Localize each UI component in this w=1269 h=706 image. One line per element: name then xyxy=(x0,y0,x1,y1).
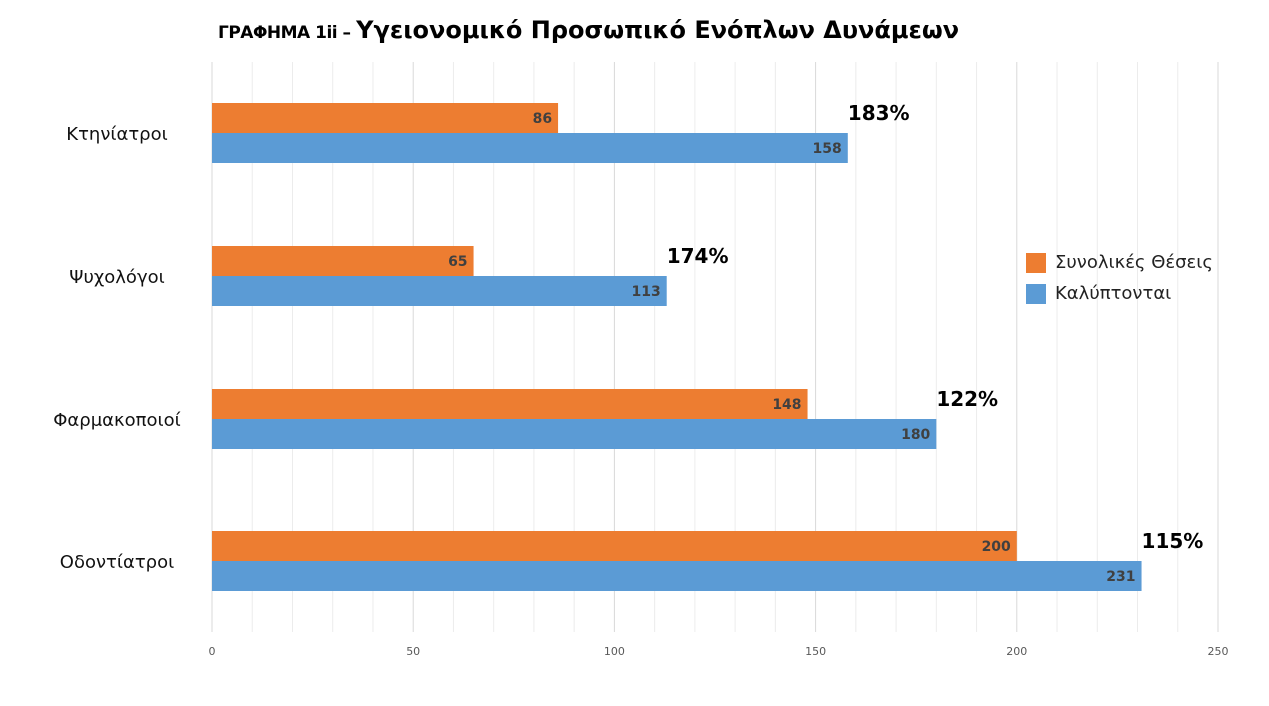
bar-total xyxy=(212,389,808,419)
chart-title-main: Υγειονομικό Προσωπικό Ενόπλων Δυνάμεων xyxy=(356,16,960,44)
x-tick-label: 0 xyxy=(209,645,216,658)
legend-label: Καλύπτονται xyxy=(1055,283,1172,304)
x-tick-label: 250 xyxy=(1208,645,1229,658)
x-tick-label: 200 xyxy=(1006,645,1027,658)
percentage-annotation: 183% xyxy=(848,101,910,125)
category-label: Οδοντίατροι xyxy=(60,552,174,573)
x-tick-label: 150 xyxy=(805,645,826,658)
data-label: 180 xyxy=(901,427,930,443)
category-label: Κτηνίατροι xyxy=(66,124,167,145)
legend: Συνολικές Θέσεις Καλύπτονται xyxy=(1026,247,1213,309)
bar-covered xyxy=(212,276,667,306)
percentage-annotation: 115% xyxy=(1142,529,1204,553)
legend-swatch-orange xyxy=(1026,252,1046,273)
data-label: 200 xyxy=(982,539,1011,555)
data-label: 158 xyxy=(813,141,842,157)
x-tick-label: 100 xyxy=(604,645,625,658)
bar-total xyxy=(212,246,474,276)
category-label: Φαρμακοποιοί xyxy=(53,410,180,431)
chart-title-prefix: ΓΡΑΦΗΜΑ 1ii – xyxy=(218,23,351,43)
bar-total xyxy=(212,103,559,133)
data-label: 148 xyxy=(772,397,801,413)
category-label: Ψυχολόγοι xyxy=(69,267,164,288)
data-label: 231 xyxy=(1106,569,1135,585)
legend-label: Συνολικές Θέσεις xyxy=(1055,252,1213,273)
percentage-annotation: 174% xyxy=(667,244,729,268)
data-label: 86 xyxy=(533,111,552,127)
legend-item-covered: Καλύπτονται xyxy=(1026,278,1213,309)
data-label: 65 xyxy=(448,254,467,270)
bar-covered xyxy=(212,419,937,449)
bar-covered xyxy=(212,133,848,163)
data-label: 113 xyxy=(631,284,660,300)
bar-covered xyxy=(212,561,1142,591)
chart-title: ΓΡΑΦΗΜΑ 1ii – Υγειονομικό Προσωπικό Ενόπ… xyxy=(218,16,959,44)
legend-swatch-blue xyxy=(1026,283,1046,304)
bar-total xyxy=(212,531,1017,561)
percentage-annotation: 122% xyxy=(936,387,998,411)
x-tick-label: 50 xyxy=(406,645,420,658)
legend-item-total: Συνολικές Θέσεις xyxy=(1026,247,1213,278)
